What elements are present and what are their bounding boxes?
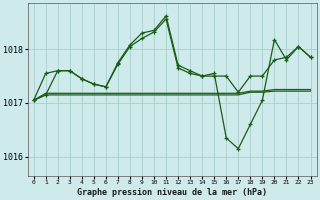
X-axis label: Graphe pression niveau de la mer (hPa): Graphe pression niveau de la mer (hPa) [77, 188, 267, 197]
